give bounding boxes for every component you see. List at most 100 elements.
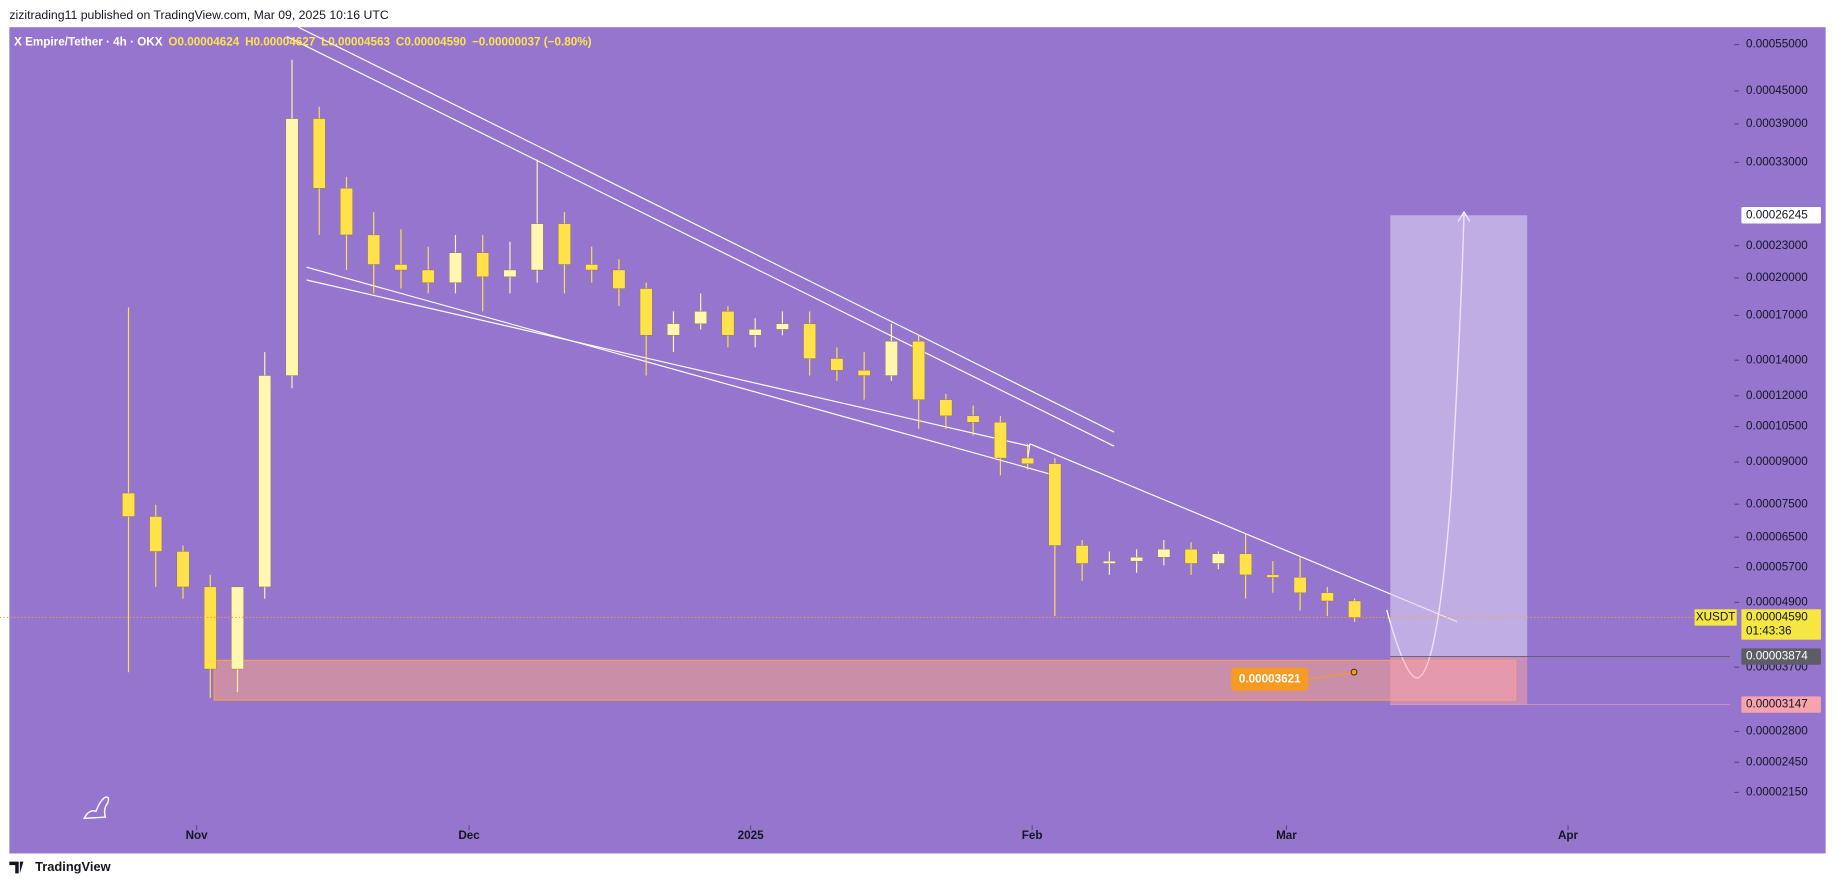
marker-label: 0.00003621	[1239, 672, 1301, 685]
candle-body	[776, 323, 789, 330]
candle-body	[1048, 463, 1062, 546]
candle-body	[476, 252, 490, 277]
x-tick-label: 2025	[738, 829, 765, 842]
candle-body	[748, 329, 762, 336]
y-tick-label: 0.00020000	[1746, 271, 1808, 284]
y-tick-label: 0.00006500	[1746, 530, 1808, 543]
target-zone	[1390, 215, 1528, 657]
candle-body	[803, 323, 816, 359]
footer-logo	[9, 861, 24, 874]
trend-line	[286, 36, 1115, 447]
candle-body	[1212, 553, 1225, 564]
y-tick-label: 0.00039000	[1746, 117, 1808, 130]
y-tick-label: 0.00009000	[1746, 455, 1808, 468]
candle-body	[939, 399, 953, 417]
candle-body	[421, 269, 435, 283]
price-tag-label: 0.00003147	[1746, 698, 1808, 711]
candle-body	[149, 516, 163, 552]
symbol-tag-label: XUSDT	[1696, 611, 1736, 624]
candle-body	[1157, 549, 1171, 558]
candle-body	[558, 223, 571, 265]
candle-body	[285, 118, 299, 376]
y-tick-label: 0.00023000	[1746, 239, 1808, 252]
candle-body	[1184, 549, 1198, 564]
plot-background	[9, 27, 1826, 854]
candle-body	[721, 311, 735, 336]
y-tick-label: 0.00014000	[1746, 353, 1808, 366]
y-tick-label: 0.00002800	[1746, 725, 1808, 738]
candle-body	[585, 264, 599, 271]
candle-body	[122, 492, 135, 517]
legend-low: L0.00004563	[321, 36, 390, 49]
candle-body	[1266, 574, 1280, 578]
price-tag-label: 0.00003874	[1746, 650, 1808, 663]
candle-body	[885, 341, 898, 376]
x-tick-label: Feb	[1022, 829, 1043, 842]
marker-point	[1350, 668, 1358, 676]
candle-body	[994, 422, 1007, 459]
price-tag	[1741, 207, 1821, 224]
support-zone	[213, 659, 1517, 701]
candle-body	[857, 370, 871, 376]
price-tag-label: 0.00026245	[1746, 208, 1808, 221]
x-tick-label: Apr	[1558, 829, 1579, 842]
candle-body	[1239, 553, 1252, 576]
trend-line	[306, 266, 1052, 475]
y-tick-label: 0.00045000	[1746, 84, 1808, 97]
candle-body	[830, 358, 844, 371]
candle-body	[449, 252, 462, 283]
candle-body	[203, 586, 217, 670]
candle-body	[1348, 600, 1361, 618]
candle-body	[503, 269, 517, 277]
last-price-label: 0.00004590	[1746, 611, 1808, 624]
price-tag	[1741, 648, 1821, 665]
symbol-tag	[1694, 609, 1737, 626]
y-tick-label: 0.00017000	[1746, 309, 1808, 322]
candle-body	[258, 375, 272, 588]
candle-body	[176, 551, 190, 588]
countdown-label: 01:43:36	[1746, 625, 1791, 638]
legend-change: −0.00000037 (−0.80%)	[472, 36, 592, 49]
candle-body	[612, 269, 626, 289]
candle-body	[231, 586, 244, 670]
stop-zone	[1390, 656, 1528, 705]
candle-body	[340, 188, 353, 236]
candle-body	[1293, 577, 1307, 593]
candle-body	[912, 341, 925, 400]
candle-body	[639, 288, 653, 336]
candle-body	[367, 234, 381, 265]
candle-body	[1075, 545, 1089, 564]
x-tick-label: Nov	[186, 829, 209, 842]
legend-symbol: X Empire/Tether · 4h · OKX	[14, 36, 163, 49]
candle-body	[1130, 557, 1143, 562]
legend-close: C0.00004590	[396, 36, 467, 49]
trend-line	[1029, 443, 1458, 623]
legend-open: O0.00004624	[168, 36, 239, 49]
footer-brand: TradingView	[35, 859, 112, 874]
candle-body	[1321, 592, 1334, 602]
candle-body	[966, 415, 980, 423]
trend-line	[306, 279, 1030, 447]
y-tick-label: 0.00002150	[1746, 785, 1808, 798]
legend-high: H0.00004627	[245, 36, 315, 49]
marker-line	[1308, 671, 1355, 680]
y-tick-label: 0.00055000	[1746, 38, 1808, 51]
y-tick-label: 0.00010500	[1746, 420, 1808, 433]
y-tick-label: 0.00004900	[1746, 595, 1808, 608]
y-tick-label: 0.00002450	[1746, 755, 1808, 768]
price-tag	[1741, 696, 1821, 713]
candles	[122, 59, 1361, 698]
y-tick-label: 0.00012000	[1746, 389, 1808, 402]
marker-box	[1231, 667, 1309, 691]
candle-body	[1021, 457, 1034, 464]
header-title: zizitrading11 published on TradingView.c…	[9, 8, 388, 22]
candle-body	[394, 264, 408, 271]
legend: X Empire/Tether · 4h · OKX O0.00004624 H0.…	[14, 36, 592, 49]
y-tick-label: 0.00033000	[1746, 156, 1808, 169]
candle-body	[312, 118, 326, 189]
last-price-tag	[1741, 609, 1821, 640]
candle-body	[1103, 560, 1116, 564]
candle-body	[694, 311, 707, 324]
